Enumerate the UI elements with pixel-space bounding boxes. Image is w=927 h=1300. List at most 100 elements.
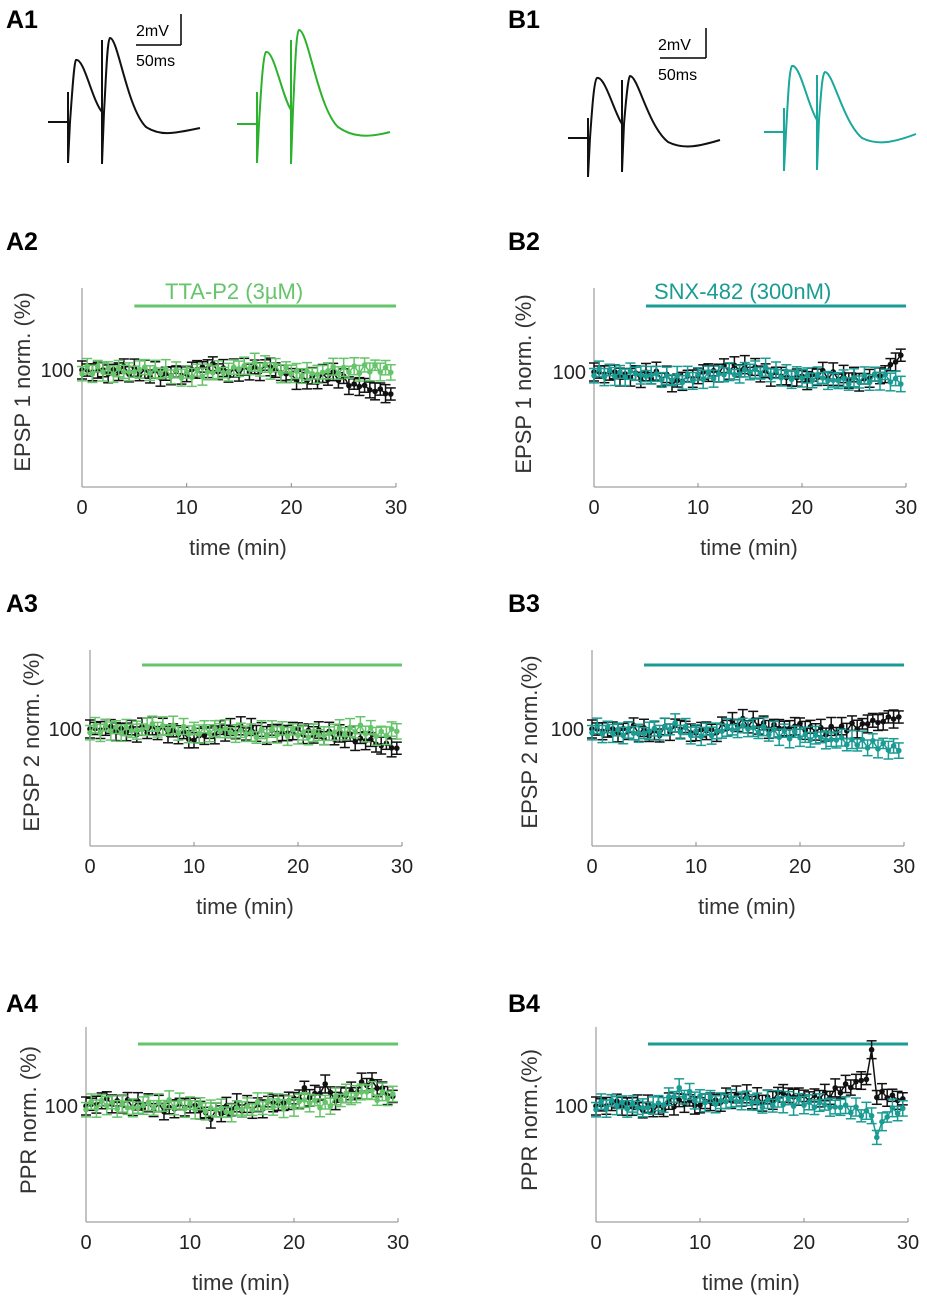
data-point-a3-1-28 (232, 730, 239, 737)
xlabel-b2: time (min) (700, 535, 798, 560)
data-point-b3-1-53 (864, 745, 871, 751)
data-point-b3-0-53 (864, 721, 871, 727)
ylabel-a2: EPSP 1 norm. (%) (10, 292, 35, 471)
data-point-a2-0-55 (367, 387, 373, 393)
panel-label-a4: A4 (6, 990, 38, 1018)
data-point-a4-1-0 (83, 1106, 89, 1113)
plot-b3: 0 10 20 30 100 (551, 650, 915, 878)
data-point-a3-1-31 (248, 729, 254, 736)
data-point-a3-1-10 (139, 726, 145, 733)
data-point-a2-0-53 (356, 383, 363, 390)
data-point-b4-0-57 (889, 1092, 896, 1099)
data-point-b3-1-46 (828, 736, 834, 743)
data-point-a2-1-11 (136, 366, 143, 373)
data-point-a2-1-8 (121, 369, 127, 375)
data-point-a4-1-27 (223, 1109, 230, 1116)
xlabel-a3: time (min) (196, 894, 294, 919)
data-point-a2-1-49 (335, 370, 342, 376)
x-tick-label-b3-0: 0 (586, 856, 597, 878)
data-point-a3-1-30 (243, 730, 249, 737)
plot-a3: 0 10 20 30 100 (49, 650, 413, 878)
data-point-b2-1-25 (721, 372, 727, 378)
data-point-a3-0-20 (191, 737, 197, 744)
data-point-a3-0-22 (201, 732, 208, 739)
data-point-b4-1-22 (707, 1093, 714, 1100)
data-point-a2-1-33 (251, 359, 258, 366)
data-point-b4-1-28 (738, 1098, 745, 1104)
panel-label-b3: B3 (508, 590, 540, 618)
x-tick-label-a4-20: 20 (283, 1232, 305, 1254)
data-point-b3-1-58 (890, 743, 897, 749)
data-point-b2-1-20 (695, 371, 701, 377)
data-point-b2-0-27 (731, 362, 738, 369)
data-point-a3-1-53 (362, 731, 369, 737)
data-point-a3-0-59 (394, 745, 400, 751)
data-point-b3-1-23 (708, 732, 715, 739)
data-point-a4-1-9 (130, 1105, 136, 1111)
data-point-a3-1-49 (342, 730, 348, 737)
data-point-b4-1-21 (702, 1099, 708, 1106)
data-point-a4-1-11 (140, 1102, 146, 1109)
data-point-b3-1-13 (656, 729, 663, 736)
data-point-b2-0-57 (887, 361, 894, 368)
data-point-b4-1-0 (593, 1106, 599, 1113)
series-a4-tta-p2 (81, 1080, 398, 1123)
scale-time-a1: 50ms (136, 53, 175, 70)
data-point-b4-1-8 (634, 1105, 641, 1111)
data-point-a2-1-41 (293, 368, 300, 374)
data-point-b4-1-17 (681, 1094, 688, 1101)
plot-b2: 0 10 20 30 100 (553, 288, 917, 519)
data-point-a2-1-4 (100, 369, 106, 375)
drug-label-tta-p2: TTA-P2 (3µM) (165, 279, 303, 304)
data-point-b2-1-39 (794, 369, 800, 376)
data-point-a2-0-59 (387, 391, 394, 397)
x-tick-label-b2-20: 20 (791, 497, 813, 519)
data-point-a4-1-10 (135, 1104, 141, 1111)
data-point-a4-1-35 (265, 1098, 271, 1105)
data-point-a4-1-42 (301, 1097, 308, 1103)
data-point-a3-0-58 (388, 745, 395, 751)
data-point-b3-1-42 (807, 737, 814, 743)
data-point-a3-1-24 (212, 725, 218, 732)
data-point-b4-0-48 (842, 1081, 849, 1087)
data-point-b3-1-45 (823, 737, 829, 743)
data-point-b3-1-3 (604, 724, 611, 730)
data-point-a3-0-54 (368, 736, 374, 743)
data-point-b4-1-51 (858, 1113, 864, 1119)
data-point-b2-1-40 (799, 375, 805, 382)
data-point-b2-1-5 (617, 369, 623, 375)
x-tick-label-b4-20: 20 (793, 1232, 815, 1254)
data-point-b4-1-20 (697, 1093, 703, 1099)
data-point-a3-1-29 (238, 727, 244, 734)
data-point-b4-1-53 (868, 1112, 875, 1119)
epsp-trace-b1-snx (764, 65, 917, 172)
data-point-a3-0-52 (357, 735, 364, 741)
data-point-a3-1-43 (310, 729, 317, 736)
scale-time-b1: 50ms (658, 67, 697, 84)
data-point-b4-0-55 (879, 1088, 885, 1095)
data-point-b3-1-11 (646, 728, 652, 734)
y-tick-label-a3-100: 100 (49, 719, 82, 741)
data-point-a4-0-56 (374, 1085, 381, 1092)
data-point-a3-1-37 (279, 725, 286, 732)
data-point-b2-1-34 (768, 372, 774, 379)
data-point-b2-1-48 (840, 375, 847, 382)
x-tick-label-b4-0: 0 (590, 1232, 601, 1254)
data-point-a3-1-56 (378, 728, 385, 735)
data-point-b3-1-37 (781, 727, 788, 734)
data-point-a2-1-9 (126, 369, 132, 375)
panel-label-a1: A1 (6, 6, 38, 34)
data-point-b3-1-34 (766, 731, 772, 738)
y-tick-label-a4-100: 100 (45, 1096, 78, 1118)
data-point-a3-1-15 (165, 727, 171, 733)
data-point-a3-1-39 (290, 726, 296, 733)
data-point-a4-1-53 (358, 1089, 365, 1095)
data-point-b3-0-48 (838, 723, 845, 729)
data-point-a3-1-35 (269, 726, 275, 732)
data-point-b2-1-44 (820, 375, 826, 381)
data-point-a2-0-52 (351, 381, 357, 387)
data-point-b3-1-39 (792, 728, 798, 735)
data-point-b2-1-1 (596, 366, 602, 372)
data-point-b4-0-50 (853, 1078, 859, 1085)
data-point-a3-1-59 (394, 728, 400, 735)
